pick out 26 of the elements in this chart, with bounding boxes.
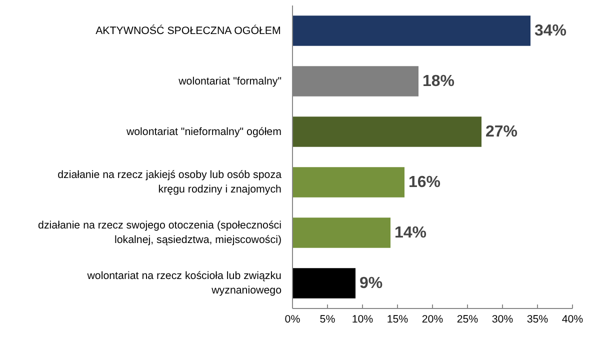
y-tick-label: wolontariat "nieformalny" ogółem (125, 126, 282, 138)
x-tick-label: 30% (492, 314, 514, 326)
y-tick-label: działanie na rzecz jakiejś osoby lub osób spoza kręgu rodziny i znajomych (58, 169, 282, 196)
y-tick-label: wolontariat na rzecz kościoła lub związku wyznaniowego (86, 270, 282, 296)
x-tick-label: 20% (422, 314, 444, 326)
x-tick-label: 40% (562, 314, 584, 326)
x-tick-label: 35% (526, 314, 549, 326)
bar (292, 167, 404, 198)
bar (292, 116, 482, 147)
data-label: 9% (360, 274, 383, 292)
y-tick-label: wolontariat "formalny" (178, 75, 282, 88)
bar (292, 268, 356, 298)
x-tick-label: 0% (284, 314, 301, 326)
bar (292, 218, 390, 248)
data-label: 14% (394, 224, 427, 242)
y-tick-label: działanie na rzecz swojego otoczenia (społeczności lokalnej, sąsiedztwa, miejscowości) (38, 220, 282, 246)
data-label: 27% (486, 123, 518, 140)
data-label: 16% (408, 174, 441, 191)
y-tick-label: AKTYWNOŚĆ SPOŁECZNA OGÓŁEM (96, 24, 281, 37)
x-tick-label: 5% (320, 314, 336, 326)
data-label: 18% (422, 72, 455, 90)
data-label: 34% (534, 22, 567, 40)
x-tick-label: 10% (352, 314, 374, 326)
x-tick-label: 15% (386, 314, 409, 326)
bar (292, 16, 530, 46)
x-tick-label: 25% (456, 314, 479, 326)
